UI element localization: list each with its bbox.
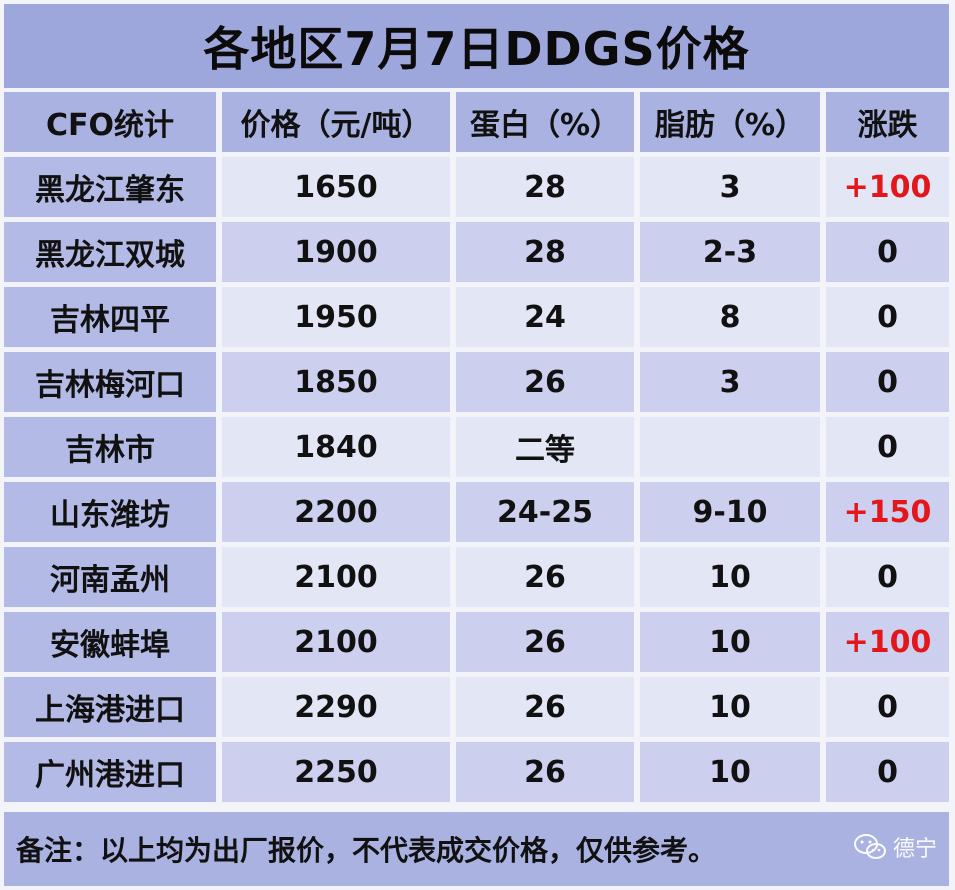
change-cell: +100 (826, 157, 949, 217)
region-cell: 黑龙江双城 (4, 222, 216, 282)
fat-cell: 8 (640, 287, 820, 347)
column-header-protein: 蛋白（%） (456, 92, 634, 152)
change-cell: +100 (826, 612, 949, 672)
price-cell: 1850 (222, 352, 450, 412)
protein-cell: 26 (456, 352, 634, 412)
protein-cell: 26 (456, 547, 634, 607)
change-cell: 0 (826, 417, 949, 477)
change-cell: 0 (826, 677, 949, 737)
region-cell: 黑龙江肇东 (4, 157, 216, 217)
watermark-label: 德宁 (892, 837, 937, 862)
price-cell: 2100 (222, 547, 450, 607)
change-cell: 0 (826, 547, 949, 607)
footnote: 备注：以上均为出厂报价，不代表成交价格，仅供参考。 (4, 812, 949, 886)
footnote-text: 备注：以上均为出厂报价，不代表成交价格，仅供参考。 (16, 834, 717, 867)
protein-cell: 26 (456, 742, 634, 802)
column-header-price: 价格（元/吨） (222, 92, 450, 152)
price-table: CFO统计 价格（元/吨） 蛋白（%） 脂肪（%） 涨跌 黑龙江肇东 1650 … (4, 92, 949, 802)
protein-cell: 26 (456, 612, 634, 672)
region-cell: 吉林四平 (4, 287, 216, 347)
watermark: 德宁 (853, 831, 937, 863)
protein-cell: 24 (456, 287, 634, 347)
change-cell: 0 (826, 287, 949, 347)
price-cell: 1650 (222, 157, 450, 217)
change-cell: +150 (826, 482, 949, 542)
region-cell: 安徽蚌埠 (4, 612, 216, 672)
protein-cell: 24-25 (456, 482, 634, 542)
fat-cell: 10 (640, 547, 820, 607)
price-cell: 2250 (222, 742, 450, 802)
fat-cell: 10 (640, 677, 820, 737)
change-cell: 0 (826, 352, 949, 412)
column-header-source: CFO统计 (4, 92, 216, 152)
fat-cell: 9-10 (640, 482, 820, 542)
fat-cell: 2-3 (640, 222, 820, 282)
price-cell: 1900 (222, 222, 450, 282)
column-header-fat: 脂肪（%） (640, 92, 820, 152)
price-cell: 1950 (222, 287, 450, 347)
price-cell: 1840 (222, 417, 450, 477)
region-cell: 上海港进口 (4, 677, 216, 737)
region-cell: 广州港进口 (4, 742, 216, 802)
change-cell: 0 (826, 742, 949, 802)
region-cell: 河南孟州 (4, 547, 216, 607)
fat-cell: 10 (640, 742, 820, 802)
protein-cell: 26 (456, 677, 634, 737)
wechat-icon (853, 834, 886, 859)
protein-cell: 二等 (456, 417, 634, 477)
change-cell: 0 (826, 222, 949, 282)
fat-cell: 3 (640, 157, 820, 217)
column-header-change: 涨跌 (826, 92, 949, 152)
protein-cell: 28 (456, 222, 634, 282)
price-cell: 2100 (222, 612, 450, 672)
price-cell: 2200 (222, 482, 450, 542)
fat-cell: 3 (640, 352, 820, 412)
fat-cell: 10 (640, 612, 820, 672)
price-cell: 2290 (222, 677, 450, 737)
region-cell: 吉林梅河口 (4, 352, 216, 412)
table-title: 各地区7月7日DDGS价格 (4, 4, 949, 88)
region-cell: 吉林市 (4, 417, 216, 477)
fat-cell (640, 417, 820, 477)
protein-cell: 28 (456, 157, 634, 217)
region-cell: 山东潍坊 (4, 482, 216, 542)
